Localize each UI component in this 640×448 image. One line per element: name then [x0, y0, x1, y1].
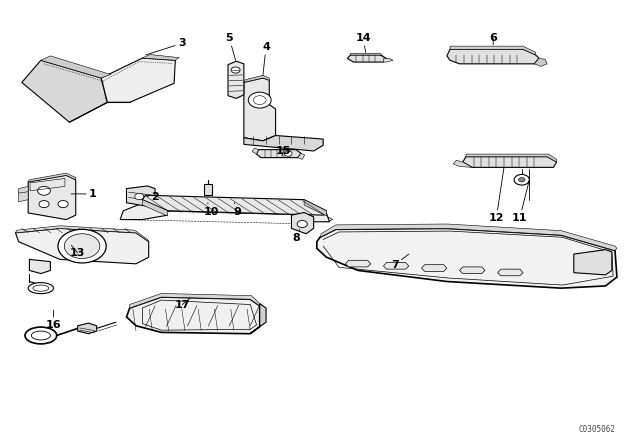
Polygon shape	[28, 173, 76, 182]
Circle shape	[297, 220, 307, 228]
Polygon shape	[244, 135, 323, 151]
Polygon shape	[142, 200, 168, 216]
Polygon shape	[498, 269, 523, 276]
Polygon shape	[142, 195, 326, 215]
Polygon shape	[466, 154, 557, 162]
Polygon shape	[130, 293, 260, 308]
Text: 3: 3	[145, 39, 186, 55]
Ellipse shape	[25, 327, 57, 344]
Text: 7: 7	[391, 254, 409, 270]
Text: 1: 1	[71, 189, 97, 199]
Circle shape	[58, 201, 68, 207]
Text: 13: 13	[70, 245, 85, 258]
Polygon shape	[228, 61, 244, 99]
Polygon shape	[244, 75, 269, 82]
Polygon shape	[19, 186, 28, 202]
Polygon shape	[41, 56, 111, 78]
Text: 17: 17	[175, 298, 190, 310]
Polygon shape	[127, 297, 260, 334]
Polygon shape	[463, 157, 557, 168]
Polygon shape	[15, 226, 148, 242]
Polygon shape	[15, 228, 148, 264]
Circle shape	[248, 92, 271, 108]
Polygon shape	[351, 53, 383, 57]
Polygon shape	[101, 58, 175, 102]
Polygon shape	[574, 250, 612, 275]
Polygon shape	[250, 304, 266, 334]
Circle shape	[253, 96, 266, 104]
Polygon shape	[252, 148, 259, 154]
Polygon shape	[348, 55, 387, 62]
Polygon shape	[453, 160, 472, 168]
Text: 16: 16	[45, 310, 61, 330]
Circle shape	[39, 201, 49, 207]
Polygon shape	[450, 46, 536, 55]
Text: 8: 8	[292, 229, 300, 243]
Text: 12: 12	[488, 168, 504, 223]
Polygon shape	[244, 78, 276, 141]
Polygon shape	[204, 184, 212, 195]
Text: 11: 11	[512, 180, 529, 223]
Polygon shape	[304, 200, 326, 216]
Circle shape	[58, 229, 106, 263]
Circle shape	[64, 234, 100, 258]
Ellipse shape	[28, 283, 54, 294]
Text: 2: 2	[147, 192, 159, 202]
Polygon shape	[317, 228, 617, 288]
Text: 6: 6	[489, 33, 497, 45]
Polygon shape	[77, 323, 97, 334]
Circle shape	[135, 194, 143, 200]
Circle shape	[284, 151, 292, 156]
Circle shape	[514, 174, 529, 185]
Polygon shape	[257, 150, 301, 158]
Text: 4: 4	[262, 42, 270, 75]
Circle shape	[38, 186, 51, 195]
Text: 10: 10	[203, 203, 219, 217]
Polygon shape	[320, 224, 617, 250]
Text: 5: 5	[225, 33, 236, 60]
Circle shape	[231, 67, 240, 73]
Polygon shape	[22, 60, 108, 122]
Text: 15: 15	[275, 146, 291, 156]
Polygon shape	[383, 59, 393, 62]
Polygon shape	[28, 175, 76, 220]
Polygon shape	[298, 153, 305, 159]
Polygon shape	[447, 49, 539, 64]
Polygon shape	[346, 260, 371, 267]
Polygon shape	[291, 212, 314, 234]
Ellipse shape	[31, 331, 51, 340]
Text: 9: 9	[234, 203, 241, 217]
Polygon shape	[29, 259, 51, 274]
Polygon shape	[383, 263, 409, 269]
Polygon shape	[120, 203, 168, 220]
Polygon shape	[142, 55, 179, 60]
Polygon shape	[422, 265, 447, 271]
Text: 14: 14	[355, 33, 371, 52]
Polygon shape	[127, 186, 155, 206]
Polygon shape	[534, 58, 547, 66]
Circle shape	[518, 177, 525, 182]
Ellipse shape	[33, 285, 49, 291]
Text: C0305062: C0305062	[578, 425, 615, 434]
Polygon shape	[460, 267, 485, 274]
Polygon shape	[298, 206, 330, 222]
